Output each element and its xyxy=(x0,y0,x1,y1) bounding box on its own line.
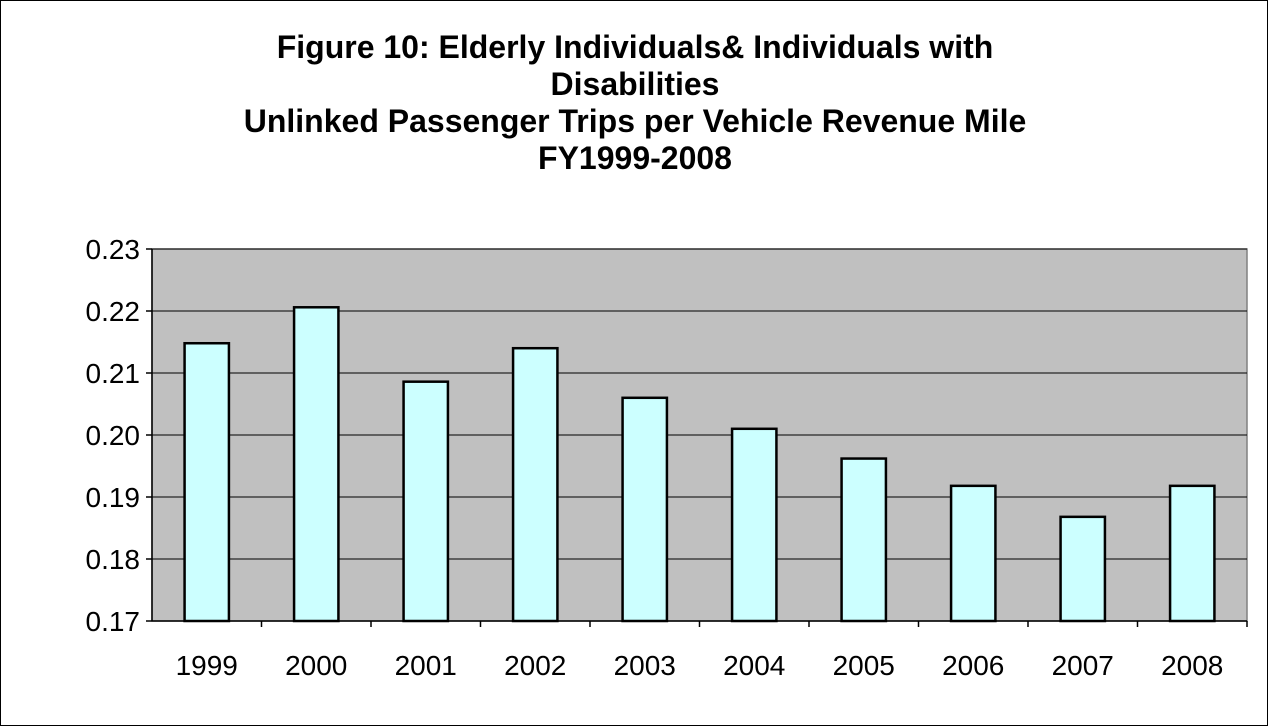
x-tick-label: 2001 xyxy=(395,650,457,681)
x-tick-label: 2004 xyxy=(723,650,785,681)
x-tick-label: 2008 xyxy=(1161,650,1223,681)
chart-title-line-1: Figure 10: Elderly Individuals& Individu… xyxy=(276,29,994,65)
y-tick-label: 0.22 xyxy=(86,296,141,327)
chart-title: Figure 10: Elderly Individuals& Individu… xyxy=(1,29,1268,177)
bar xyxy=(511,346,559,623)
y-tick-label: 0.17 xyxy=(86,606,141,637)
bar xyxy=(949,484,997,623)
x-tick-label: 2007 xyxy=(1052,650,1114,681)
chart-title-line-3: Unlinked Passenger Trips per Vehicle Rev… xyxy=(243,103,1027,139)
chart-title-line-4: FY1999-2008 xyxy=(538,140,732,176)
y-tick-label: 0.21 xyxy=(86,358,141,389)
y-tick-label: 0.18 xyxy=(86,544,141,575)
bar xyxy=(402,380,450,623)
y-tick-label: 0.23 xyxy=(86,234,141,265)
x-tick-label: 2000 xyxy=(285,650,347,681)
x-tick-label: 2002 xyxy=(504,650,566,681)
chart-title-line-2: Disabilities xyxy=(550,66,720,102)
bar xyxy=(621,396,669,623)
y-tick-label: 0.20 xyxy=(86,420,141,451)
bar xyxy=(292,306,340,623)
bar xyxy=(730,427,778,623)
bar xyxy=(1168,484,1216,623)
bar xyxy=(183,341,231,623)
x-tick-label: 2003 xyxy=(614,650,676,681)
bar xyxy=(1059,515,1107,623)
x-tick-label: 2005 xyxy=(833,650,895,681)
y-tick-label: 0.19 xyxy=(86,482,141,513)
x-tick-label: 1999 xyxy=(176,650,238,681)
x-tick-label: 2006 xyxy=(942,650,1004,681)
bar xyxy=(840,457,888,623)
